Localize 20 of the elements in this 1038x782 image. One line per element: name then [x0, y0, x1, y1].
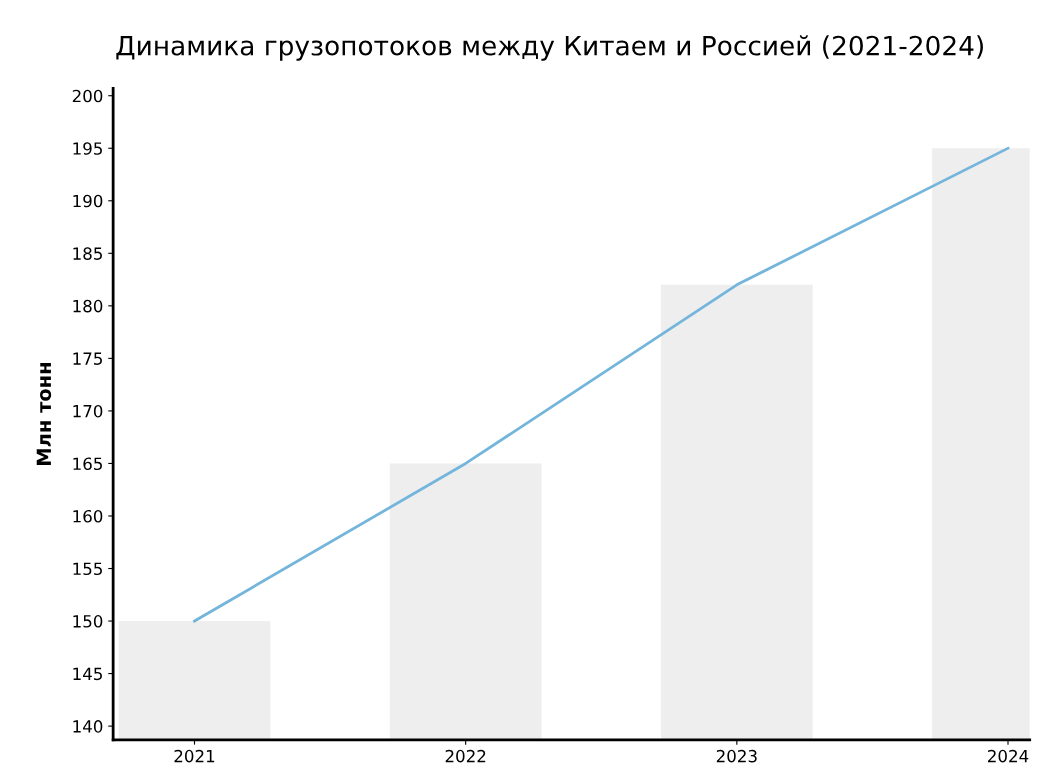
- y-tick-label: 155: [73, 562, 102, 576]
- y-tick-label: 170: [73, 404, 103, 418]
- line-series: [193, 146, 1010, 623]
- x-tick-label: 2023: [716, 749, 757, 763]
- x-tick-label: 2022: [445, 749, 486, 763]
- y-tick-label: 195: [73, 142, 102, 155]
- y-tick-label: 175: [73, 352, 102, 365]
- chart-title: Динамика грузопотоков между Китаем и Россией (2021-2024): [116, 35, 983, 61]
- y-tick-label: 180: [73, 299, 103, 313]
- y-tick-label: 190: [73, 194, 103, 208]
- y-tick-label: 160: [73, 509, 103, 523]
- y-tick-label: 145: [73, 667, 102, 681]
- y-tick-label: 140: [73, 720, 103, 733]
- y-tick-label: 150: [73, 615, 103, 628]
- y-tick-label: 185: [73, 247, 102, 260]
- y-axis-title: Млн тонн: [36, 363, 52, 465]
- x-tick-label: 2021: [174, 749, 215, 763]
- x-tick-label: 2024: [988, 749, 1029, 763]
- y-tick-label: 200: [72, 89, 103, 103]
- y-tick-label: 165: [73, 457, 102, 471]
